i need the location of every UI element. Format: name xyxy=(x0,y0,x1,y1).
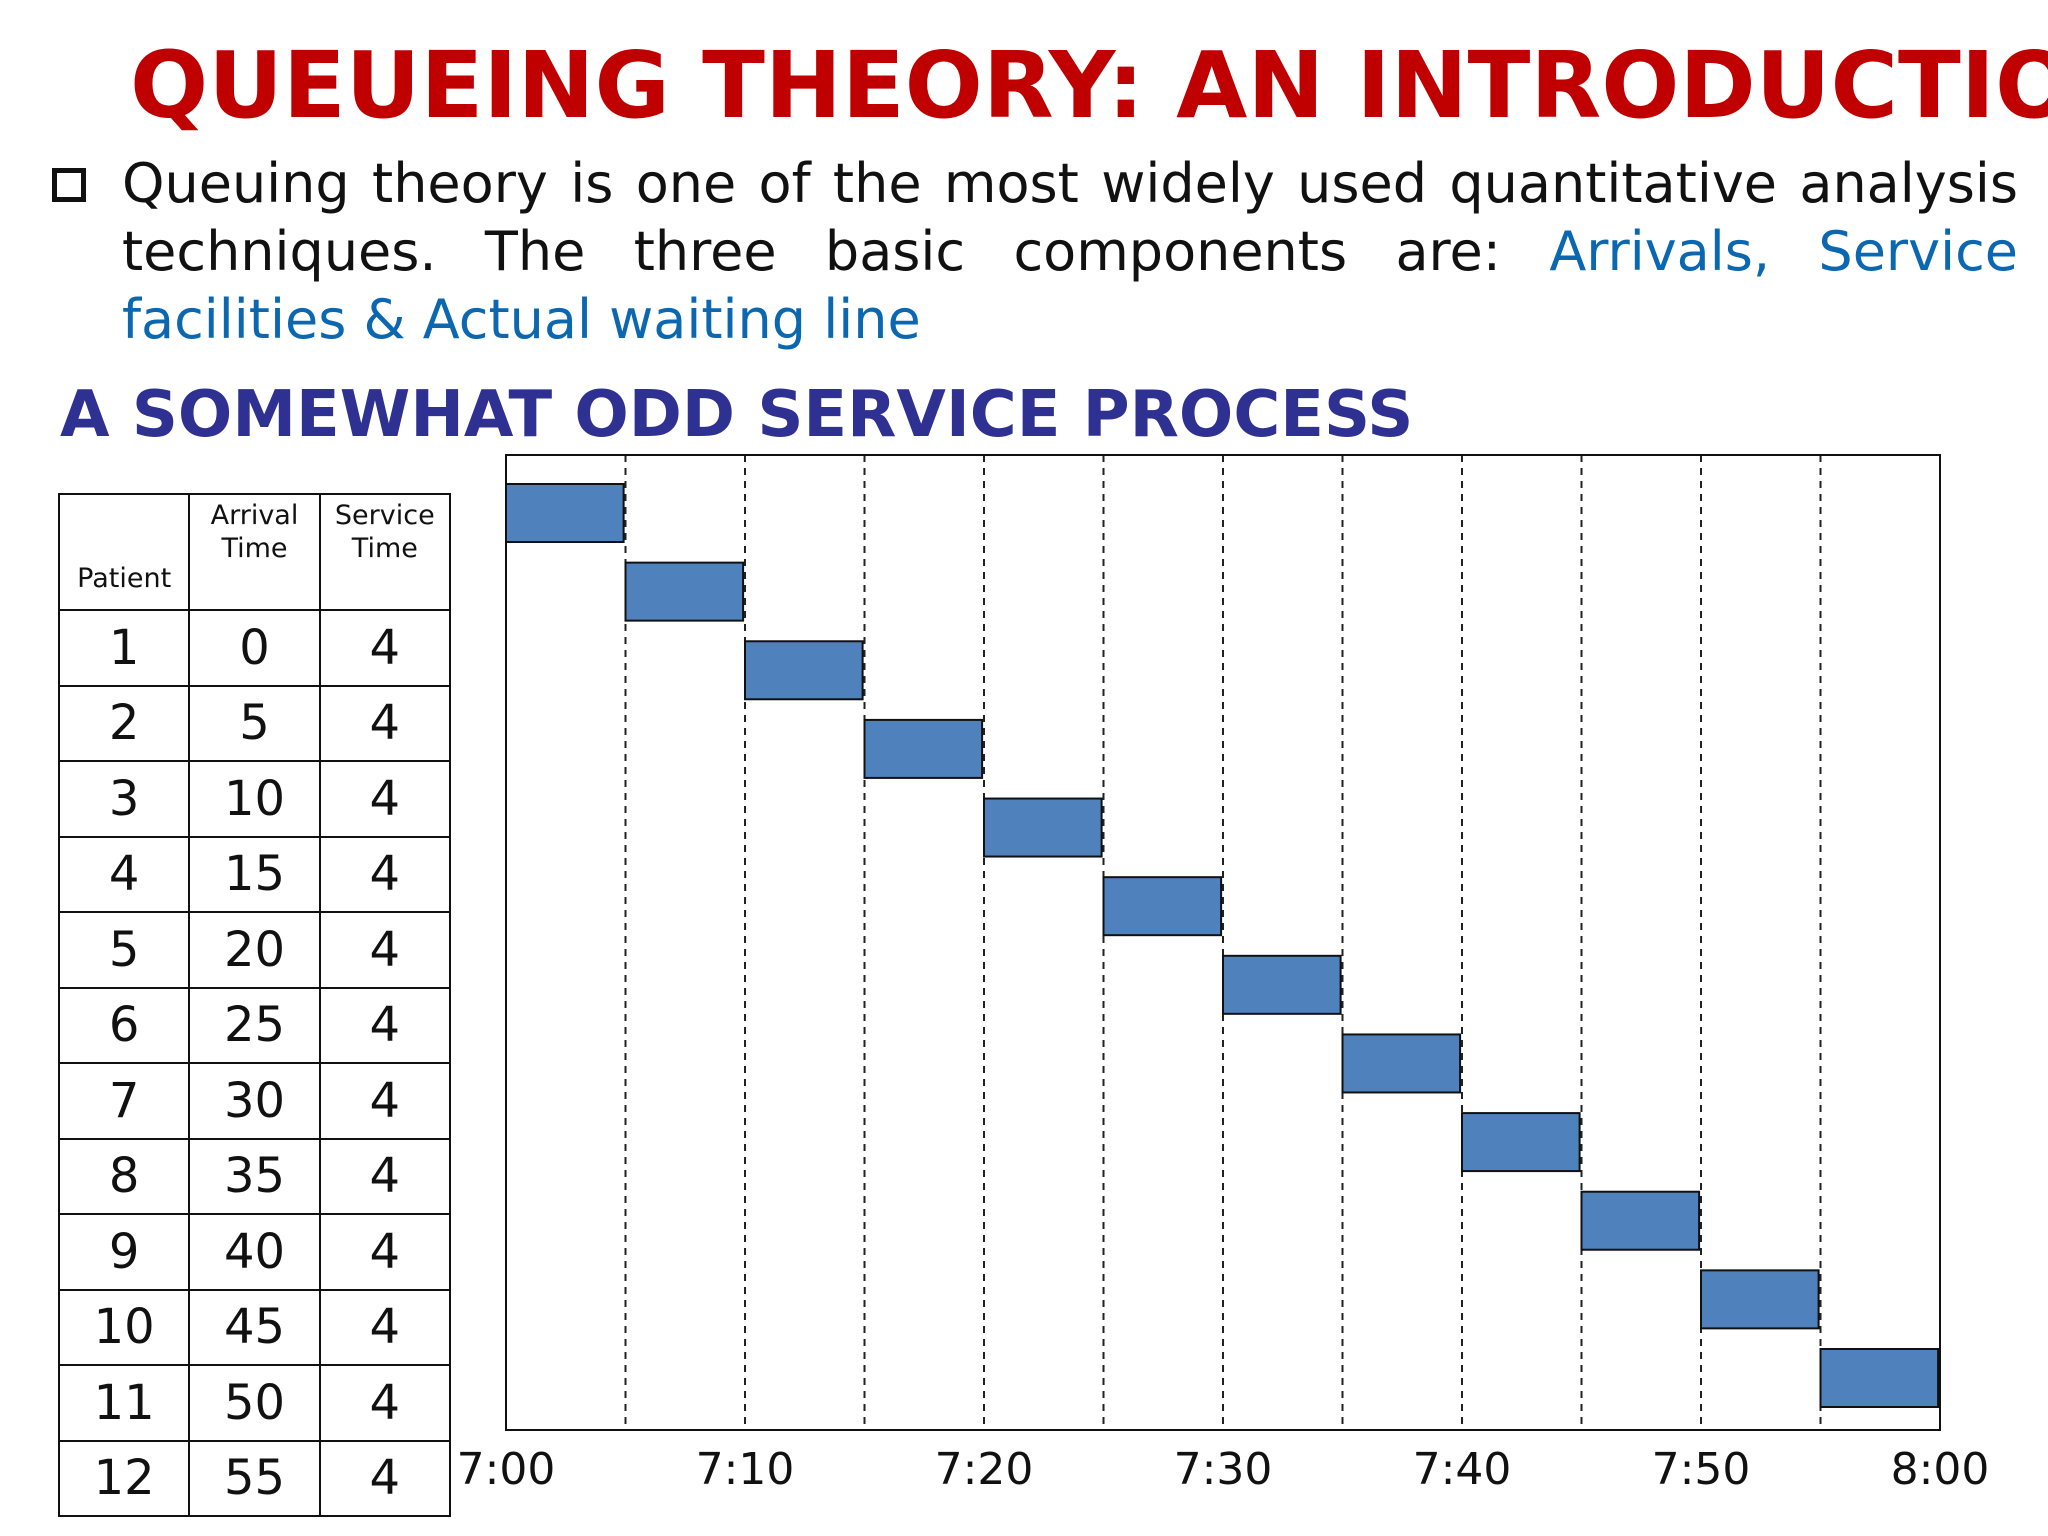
x-tick-label: 7:10 xyxy=(696,1444,795,1495)
header-patient: Patient xyxy=(57,493,191,611)
x-tick-label: 7:00 xyxy=(457,1444,556,1495)
gantt-bar xyxy=(1102,876,1223,937)
cell-patient: 11 xyxy=(57,1364,191,1442)
checkbox-bullet-icon xyxy=(52,168,86,202)
table-row: 9 40 4 xyxy=(57,1213,452,1291)
cell-patient: 12 xyxy=(57,1439,191,1517)
cell-service: 4 xyxy=(318,684,452,762)
intro-highlight: Arrivals, Service facilities & Actual wa… xyxy=(122,220,2019,351)
cell-service: 4 xyxy=(318,986,452,1064)
cell-service: 4 xyxy=(318,1062,452,1140)
table-row: 12 55 4 xyxy=(57,1439,452,1517)
gantt-bar xyxy=(505,483,625,543)
gantt-bar xyxy=(1700,1269,1820,1330)
cell-arrival: 25 xyxy=(188,986,321,1064)
cell-arrival: 50 xyxy=(188,1364,321,1442)
table-row: 6 25 4 xyxy=(57,986,452,1064)
cell-patient: 9 xyxy=(57,1213,191,1291)
gantt-bar xyxy=(983,797,1103,858)
x-tick-label: 7:40 xyxy=(1413,1444,1512,1495)
cell-patient: 1 xyxy=(57,609,191,687)
cell-service: 4 xyxy=(318,835,452,913)
table-row: 5 20 4 xyxy=(57,911,452,989)
cell-arrival: 20 xyxy=(188,911,321,989)
gantt-bar xyxy=(1819,1348,1940,1408)
cell-service: 4 xyxy=(318,1213,452,1291)
cell-arrival: 0 xyxy=(188,609,321,687)
cell-service: 4 xyxy=(318,609,452,687)
cell-service: 4 xyxy=(318,1288,452,1366)
section-subtitle: A SOMEWHAT ODD SERVICE PROCESS xyxy=(60,378,1414,452)
gantt-bar xyxy=(1341,1033,1462,1094)
intro-text: Queuing theory is one of the most widely… xyxy=(122,152,2018,283)
header-arrival-time: Arrival Time xyxy=(188,493,321,611)
cell-service: 4 xyxy=(318,1439,452,1517)
table-row: 7 30 4 xyxy=(57,1062,452,1140)
x-tick-label: 8:00 xyxy=(1891,1444,1990,1495)
table-row: 10 45 4 xyxy=(57,1288,452,1366)
table-body: 1 0 4 2 5 4 3 10 4 4 15 4 5 20 4 6 25 4 7 30 4 8 35 4 9 40 4 10 45 4 1… xyxy=(57,609,452,1517)
cell-patient: 5 xyxy=(57,911,191,989)
intro-paragraph: Queuing theory is one of the most widely… xyxy=(122,150,2018,354)
cell-patient: 4 xyxy=(57,835,191,913)
table-header-row: Patient Arrival Time Service Time xyxy=(57,493,452,611)
table-row: 11 50 4 xyxy=(57,1364,452,1442)
gantt-bar xyxy=(1222,954,1342,1015)
table-row: 8 35 4 xyxy=(57,1137,452,1215)
gantt-bar xyxy=(624,561,745,622)
header-service-time: Service Time xyxy=(318,493,452,611)
cell-arrival: 30 xyxy=(188,1062,321,1140)
table-row: 4 15 4 xyxy=(57,835,452,913)
cell-patient: 6 xyxy=(57,986,191,1064)
cell-arrival: 35 xyxy=(188,1137,321,1215)
x-tick-label: 7:30 xyxy=(1174,1444,1273,1495)
cell-arrival: 55 xyxy=(188,1439,321,1517)
cell-arrival: 10 xyxy=(188,760,321,838)
cell-arrival: 15 xyxy=(188,835,321,913)
cell-arrival: 40 xyxy=(188,1213,321,1291)
gantt-bar xyxy=(863,718,984,779)
gantt-bar xyxy=(744,640,864,701)
slide-title: QUEUEING THEORY: AN INTRODUCTION xyxy=(130,32,2048,139)
cell-patient: 2 xyxy=(57,684,191,762)
cell-service: 4 xyxy=(318,1137,452,1215)
cell-patient: 10 xyxy=(57,1288,191,1366)
plot-frame xyxy=(505,454,1941,1431)
cell-service: 4 xyxy=(318,1364,452,1442)
x-tick-label: 7:20 xyxy=(935,1444,1034,1495)
cell-patient: 7 xyxy=(57,1062,191,1140)
gantt-bar xyxy=(1580,1190,1701,1251)
cell-patient: 8 xyxy=(57,1137,191,1215)
cell-arrival: 45 xyxy=(188,1288,321,1366)
cell-arrival: 5 xyxy=(188,684,321,762)
table-row: 3 10 4 xyxy=(57,760,452,838)
gantt-bar xyxy=(1461,1112,1581,1173)
cell-service: 4 xyxy=(318,760,452,838)
x-tick-label: 7:50 xyxy=(1652,1444,1751,1495)
cell-service: 4 xyxy=(318,911,452,989)
cell-patient: 3 xyxy=(57,760,191,838)
